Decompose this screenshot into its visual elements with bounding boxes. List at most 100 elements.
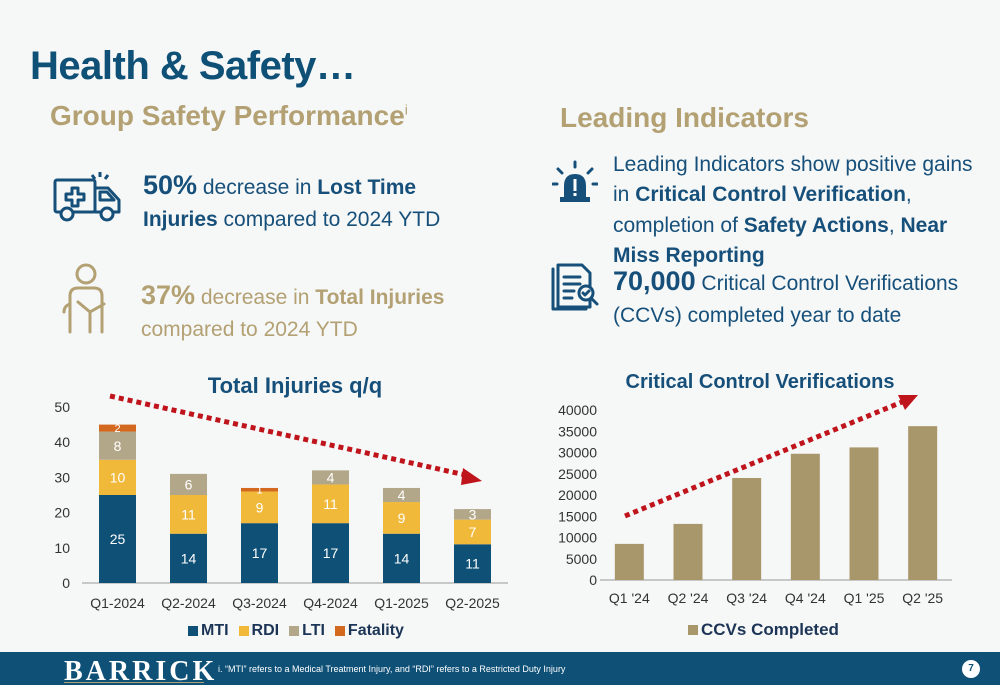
x-tick-label: Q2-2025 xyxy=(445,595,500,611)
bar-lti xyxy=(312,470,349,485)
lti-bold: Lost Time Injuries xyxy=(143,176,417,232)
legend-ccv-swatch xyxy=(688,625,698,635)
legend-lti-swatch xyxy=(289,626,300,636)
data-label: 1 xyxy=(256,485,262,497)
bar-fatality xyxy=(241,487,278,492)
legend-fatality-swatch xyxy=(334,626,345,636)
ccv-legend: CCVs Completed xyxy=(688,620,839,640)
leading-indicators-stat: Leading Indicators show positive gains i… xyxy=(613,150,983,272)
footnote: i. “MTI” refers to a Medical Treatment I… xyxy=(218,664,566,674)
trend-arrow-head xyxy=(461,468,482,485)
footer: BARRICK i. “MTI” refers to a Medical Tre… xyxy=(0,652,1000,685)
legend-ccv-label: CCVs Completed xyxy=(701,620,839,639)
data-label: 25 xyxy=(110,531,126,547)
bar-lti xyxy=(99,431,136,460)
data-label: 2 xyxy=(114,423,120,435)
page-title: Health & Safety… xyxy=(30,44,356,88)
x-tick-label: Q1-2024 xyxy=(90,595,145,611)
y-tick-label: 40 xyxy=(54,434,70,450)
data-label: 9 xyxy=(256,499,264,515)
trend-arrow-line xyxy=(109,393,471,479)
leading-text-3: , xyxy=(888,213,901,237)
trend-arrow-head xyxy=(898,395,918,410)
legend-fatality: Fatality xyxy=(334,622,404,640)
leading-bold-2: Safety Actions xyxy=(743,213,889,237)
lti-text-2: compared to 2024 YTD xyxy=(217,208,441,232)
group-safety-title-text: Group Safety Performance xyxy=(50,100,405,131)
bar-mti xyxy=(383,533,420,583)
legend-mti-label: MTI xyxy=(201,622,229,639)
x-tick-label: Q2 '24 xyxy=(668,590,709,606)
total-text-2: compared to 2024 YTD xyxy=(141,318,358,342)
bar-rdi xyxy=(99,459,136,495)
y-tick-label: 20 xyxy=(54,505,70,521)
logo-underline xyxy=(64,682,204,683)
legend-mti: MTI xyxy=(188,622,229,640)
bar-ccv xyxy=(614,543,644,580)
bar-rdi xyxy=(454,519,491,545)
bar-lti xyxy=(170,473,207,495)
leading-bold-1: Critical Control Verification xyxy=(635,183,906,207)
ccv-stat: 70,000 Critical Control Verifications (C… xyxy=(613,262,973,332)
data-label: 10 xyxy=(110,469,126,485)
bar-mti xyxy=(99,495,136,583)
leading-text-1: Leading Indicators show positive gains i… xyxy=(613,153,973,207)
x-tick-label: Q1-2025 xyxy=(374,595,429,611)
data-label: 4 xyxy=(327,469,335,485)
ccv-num: 70,000 xyxy=(613,266,696,296)
data-label: 9 xyxy=(398,510,406,526)
y-tick-label: 35000 xyxy=(558,423,597,439)
x-tick-label: Q3 '24 xyxy=(726,590,767,606)
data-label: 11 xyxy=(181,506,196,522)
y-tick-label: 30 xyxy=(54,469,70,485)
x-tick-label: Q4-2024 xyxy=(303,595,358,611)
x-tick-label: Q2 '25 xyxy=(902,590,943,606)
ccv-chart: 0 5000 10000 15000 20000 25000 30000 35000 40000… xyxy=(558,395,952,606)
total-injuries-stat: 37% decrease in Total Injuries compared … xyxy=(141,276,461,346)
lti-text-1: decrease in xyxy=(197,176,318,199)
data-label: 7 xyxy=(469,524,477,540)
bar-mti xyxy=(312,523,349,583)
data-label: 17 xyxy=(323,545,339,561)
injuries-legend: MTI RDI LTI Fatality xyxy=(188,622,404,640)
total-text-1: decrease in xyxy=(195,286,316,309)
bar-lti xyxy=(383,487,420,503)
checklist-icon xyxy=(551,263,599,311)
leading-indicators-title: Leading Indicators xyxy=(560,102,809,133)
bar-rdi xyxy=(312,484,349,524)
bar-ccv xyxy=(849,447,879,580)
ccv-chart-title: Critical Control Verifications xyxy=(625,371,895,393)
bar-fatality xyxy=(99,424,136,432)
bar-ccv xyxy=(908,426,938,580)
injuries-chart-title: Total Injuries q/q xyxy=(207,373,383,398)
y-tick-label: 0 xyxy=(62,575,70,591)
ambulance-icon xyxy=(53,172,121,222)
bar-ccv xyxy=(732,478,762,580)
injured-person-icon xyxy=(62,263,106,334)
bar-lti xyxy=(454,509,491,520)
x-tick-label: Q4 '24 xyxy=(785,590,826,606)
data-label: 17 xyxy=(252,545,268,561)
total-bold: Total Injuries xyxy=(315,286,445,309)
legend-lti: LTI xyxy=(289,622,325,640)
bar-ccv xyxy=(673,523,703,580)
y-tick-label: 50 xyxy=(54,399,70,415)
data-label: 3 xyxy=(469,506,477,522)
x-tick-label: Q3-2024 xyxy=(232,595,287,611)
data-label: 14 xyxy=(181,550,197,566)
legend-lti-label: LTI xyxy=(302,622,325,639)
page-number: 7 xyxy=(962,660,980,678)
y-tick-label: 5000 xyxy=(566,551,597,567)
total-pct: 37% xyxy=(141,280,196,310)
x-tick-label: Q1 '24 xyxy=(609,590,650,606)
y-tick-label: 15000 xyxy=(558,508,597,524)
footnote-marker: i xyxy=(404,101,408,118)
data-label: 11 xyxy=(465,556,480,572)
data-label: 6 xyxy=(185,476,193,492)
y-tick-label: 40000 xyxy=(558,402,597,418)
legend-rdi-label: RDI xyxy=(251,622,280,639)
alert-siren-icon xyxy=(552,160,598,202)
leading-bold-3: Near Miss Reporting xyxy=(613,213,948,268)
data-label: 14 xyxy=(394,550,410,566)
data-label: 4 xyxy=(398,487,406,503)
